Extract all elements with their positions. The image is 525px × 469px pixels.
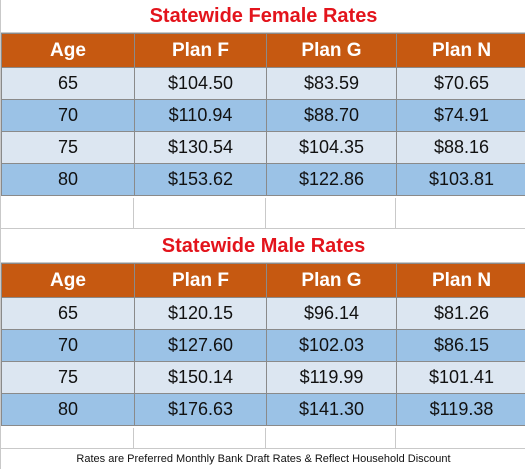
plan-g-cell: $88.70 [266,99,397,132]
plan-n-cell: $119.38 [396,393,525,426]
plan-g-cell: $119.99 [266,361,397,394]
column-header-plan-f: Plan F [134,33,267,68]
empty-cell [134,198,266,228]
table-row: 65 $104.50 $83.59 $70.65 [1,67,525,100]
age-cell: 75 [1,361,135,394]
plan-n-cell: $88.16 [396,131,525,164]
column-header-age: Age [1,33,135,68]
age-cell: 70 [1,99,135,132]
plan-g-cell: $96.14 [266,297,397,330]
plan-n-cell: $74.91 [396,99,525,132]
male-rates-title: Statewide Male Rates [1,230,525,263]
age-cell: 65 [1,297,135,330]
plan-f-cell: $150.14 [134,361,267,394]
plan-n-cell: $103.81 [396,163,525,196]
plan-n-cell: $81.26 [396,297,525,330]
empty-cell [266,428,396,448]
plan-f-cell: $104.50 [134,67,267,100]
footer-note: Rates are Preferred Monthly Bank Draft R… [76,453,451,465]
female-rates-table: Age Plan F Plan G Plan N 65 $104.50 $83.… [1,33,525,196]
table-row: 70 $127.60 $102.03 $86.15 [1,329,525,362]
empty-cell [266,198,396,228]
plan-f-cell: $127.60 [134,329,267,362]
column-header-plan-n: Plan N [396,33,525,68]
column-header-plan-g: Plan G [266,263,397,298]
column-header-age: Age [1,263,135,298]
empty-spreadsheet-row [1,198,525,229]
female-rates-title: Statewide Female Rates [1,0,525,33]
empty-spreadsheet-row [1,428,525,449]
age-cell: 80 [1,393,135,426]
age-cell: 75 [1,131,135,164]
column-header-plan-f: Plan F [134,263,267,298]
plan-g-cell: $122.86 [266,163,397,196]
table-row: 80 $176.63 $141.30 $119.38 [1,393,525,426]
column-header-plan-g: Plan G [266,33,397,68]
empty-cell [1,198,134,228]
plan-f-cell: $153.62 [134,163,267,196]
male-header-row: Age Plan F Plan G Plan N [1,263,525,298]
table-row: 75 $130.54 $104.35 $88.16 [1,131,525,164]
plan-f-cell: $120.15 [134,297,267,330]
plan-g-cell: $83.59 [266,67,397,100]
plan-g-cell: $102.03 [266,329,397,362]
female-header-row: Age Plan F Plan G Plan N [1,33,525,68]
plan-g-cell: $104.35 [266,131,397,164]
column-header-plan-n: Plan N [396,263,525,298]
plan-f-cell: $110.94 [134,99,267,132]
plan-n-cell: $101.41 [396,361,525,394]
plan-n-cell: $86.15 [396,329,525,362]
table-row: 80 $153.62 $122.86 $103.81 [1,163,525,196]
plan-g-cell: $141.30 [266,393,397,426]
plan-f-cell: $130.54 [134,131,267,164]
plan-f-cell: $176.63 [134,393,267,426]
age-cell: 70 [1,329,135,362]
table-row: 75 $150.14 $119.99 $101.41 [1,361,525,394]
age-cell: 65 [1,67,135,100]
empty-cell [134,428,266,448]
empty-cell [1,428,134,448]
table-row: 65 $120.15 $96.14 $81.26 [1,297,525,330]
plan-n-cell: $70.65 [396,67,525,100]
age-cell: 80 [1,163,135,196]
male-rates-table: Age Plan F Plan G Plan N 65 $120.15 $96.… [1,263,525,426]
table-row: 70 $110.94 $88.70 $74.91 [1,99,525,132]
